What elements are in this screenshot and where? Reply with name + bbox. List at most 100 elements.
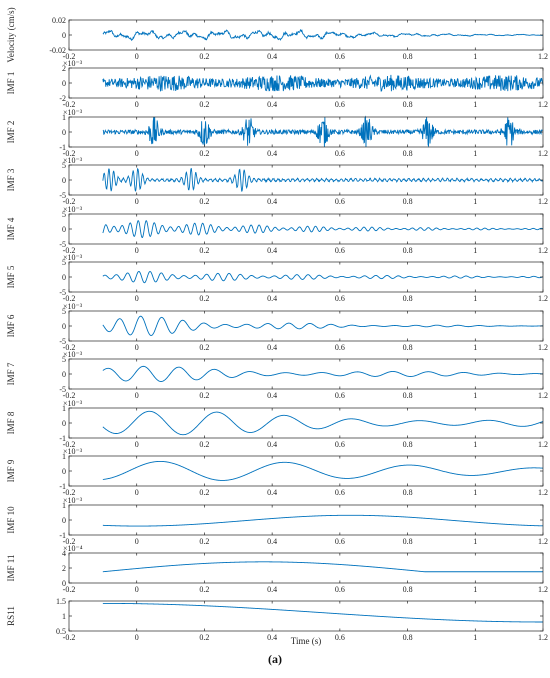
x-tick-label: 0 (135, 488, 139, 497)
x-tick-label: -0.2 (63, 585, 76, 594)
y-tick-label: -1 (59, 482, 66, 491)
y-tick-label: -5 (59, 337, 66, 346)
x-tick-label: 1 (473, 246, 477, 255)
x-tick-label: 1.2 (538, 488, 548, 497)
x-tick-label: 0.2 (199, 391, 209, 400)
x-tick-label: 1.2 (538, 585, 548, 594)
x-tick-label: -0.2 (63, 343, 76, 352)
series-line-11 (102, 514, 544, 527)
x-tick-label: 0.6 (335, 197, 345, 206)
y-exponent-label: ×10⁻³ (63, 302, 83, 311)
x-tick-label: 0.4 (267, 585, 277, 594)
x-tick-label: -0.2 (63, 537, 76, 546)
y-tick-label: -1 (59, 531, 66, 540)
x-tick-label: -0.2 (63, 633, 76, 642)
series-line-13 (102, 602, 543, 623)
x-tick-label: 0.2 (199, 246, 209, 255)
x-tick-label: -0.2 (63, 488, 76, 497)
x-tick-label: 0.2 (199, 52, 209, 61)
y-axis-label: IMF 8 (6, 411, 16, 434)
axes-box (68, 19, 544, 51)
x-tick-label: 0.2 (199, 294, 209, 303)
x-tick-label: 0.6 (335, 488, 345, 497)
y-tick-label: 1 (62, 404, 66, 413)
panel-7: -0.2 0 0.2 0.4 0.6 0.8 1 1.2 -5 0 5×10⁻³ IMF 6 (6, 302, 548, 352)
x-tick-label: 0.2 (199, 149, 209, 158)
x-tick-label: 1 (473, 197, 477, 206)
x-tick-label: 0.8 (403, 633, 413, 642)
y-tick-label: 5 (62, 210, 66, 219)
y-exponent-label: ×10⁻³ (63, 253, 83, 262)
y-tick-label: 1.5 (56, 597, 66, 606)
x-tick-label: 0 (135, 52, 139, 61)
y-tick-label: 0 (62, 467, 66, 476)
y-axis-label: IMF 2 (6, 121, 16, 144)
y-tick-label: 1 (62, 452, 66, 461)
panel-13: -0.2 0 0.2 0.4 0.6 0.8 1 1.2 0.5 1 1.5 RS11 (6, 597, 548, 642)
y-tick-label: 0 (62, 176, 66, 185)
x-tick-label: 0.4 (267, 52, 277, 61)
y-tick-label: 0 (62, 273, 66, 282)
series-line-8 (102, 365, 544, 382)
x-tick-label: 0.4 (267, 149, 277, 158)
panel-4: -0.2 0 0.2 0.4 0.6 0.8 1 1.2 -5 0 5×10⁻³ IMF 3 (6, 156, 548, 206)
series-line-5 (102, 220, 544, 238)
series-line-4 (102, 167, 544, 192)
x-tick-label: 1.2 (538, 52, 548, 61)
y-exponent-label: ×10⁻³ (63, 350, 83, 359)
x-tick-label: 1.2 (538, 246, 548, 255)
x-tick-label: 0.4 (267, 100, 277, 109)
x-tick-label: -0.2 (63, 52, 76, 61)
x-tick-label: 0.6 (335, 391, 345, 400)
y-tick-label: 0 (62, 128, 66, 137)
y-tick-label: -5 (59, 240, 66, 249)
x-tick-label: 0.6 (335, 440, 345, 449)
series-line-7 (102, 315, 543, 336)
y-axis-label: IMF 9 (6, 459, 16, 482)
x-tick-label: 0 (135, 149, 139, 158)
x-tick-label: 0 (135, 440, 139, 449)
x-tick-label: 0.4 (267, 246, 277, 255)
y-exponent-label: ×10⁻⁴ (63, 544, 83, 553)
x-tick-label: 0.2 (199, 488, 209, 497)
x-tick-label: 0.4 (267, 197, 277, 206)
x-tick-label: 1 (473, 294, 477, 303)
x-tick-label: 0.8 (403, 391, 413, 400)
x-tick-label: 1.2 (538, 294, 548, 303)
series-line-3 (102, 115, 544, 148)
x-tick-label: 1.2 (538, 197, 548, 206)
x-tick-label: 1 (473, 100, 477, 109)
y-tick-label: 0 (62, 31, 66, 40)
x-tick-label: -0.2 (63, 391, 76, 400)
x-tick-label: 0.8 (403, 440, 413, 449)
y-axis-label: IMF 10 (6, 506, 16, 534)
x-tick-label: 1 (473, 391, 477, 400)
x-tick-label: 0.6 (335, 294, 345, 303)
y-tick-label: -5 (59, 385, 66, 394)
y-exponent-label: ×10⁻³ (63, 496, 83, 505)
series-line-6 (102, 270, 544, 284)
x-tick-label: -0.2 (63, 149, 76, 158)
y-tick-label: 5 (62, 307, 66, 316)
y-tick-label: 0 (62, 419, 66, 428)
x-tick-label: 0.4 (267, 537, 277, 546)
y-tick-label: 4 (62, 549, 66, 558)
y-tick-label: -5 (59, 288, 66, 297)
y-tick-label: 0 (62, 322, 66, 331)
y-axis-label: IMF 3 (6, 168, 16, 191)
series-line-2 (102, 74, 544, 92)
x-tick-label: -0.2 (63, 294, 76, 303)
x-tick-label: 0.8 (403, 149, 413, 158)
y-tick-label: 0 (62, 79, 66, 88)
panel-5: -0.2 0 0.2 0.4 0.6 0.8 1 1.2 -5 0 5×10⁻³ IMF 4 (6, 205, 548, 255)
x-tick-label: 0.6 (335, 585, 345, 594)
x-tick-label: 0.4 (267, 343, 277, 352)
x-tick-label: 0 (135, 391, 139, 400)
y-exponent-label: ×10⁻³ (63, 59, 83, 68)
x-tick-label: 0.2 (199, 440, 209, 449)
